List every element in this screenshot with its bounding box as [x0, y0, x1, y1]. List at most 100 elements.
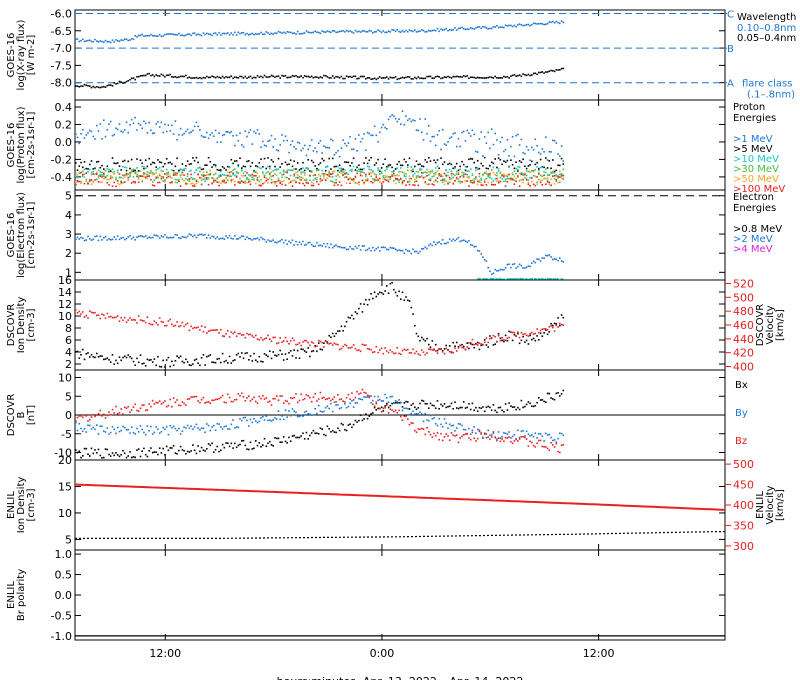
data-point	[462, 176, 465, 178]
data-point	[192, 177, 194, 180]
data-point	[485, 170, 488, 173]
data-point	[393, 76, 395, 79]
data-point	[473, 161, 475, 164]
ytick-label: 15	[58, 480, 72, 493]
data-point	[354, 29, 357, 32]
data-point	[286, 176, 288, 179]
data-point	[230, 130, 233, 133]
data-point	[396, 163, 399, 166]
data-point	[377, 351, 379, 354]
data-point	[92, 356, 95, 358]
data-point	[476, 410, 479, 412]
data-point	[87, 85, 89, 87]
data-point	[459, 27, 461, 29]
data-point	[422, 351, 425, 353]
data-point	[314, 408, 316, 410]
data-point	[485, 77, 488, 79]
data-point	[106, 167, 109, 170]
data-point	[380, 77, 383, 79]
data-point	[384, 176, 386, 179]
data-point	[541, 435, 544, 437]
ytick-label: 5	[65, 533, 72, 546]
data-point	[312, 182, 315, 185]
data-point	[482, 437, 484, 439]
data-point	[462, 239, 465, 241]
data-point	[183, 325, 185, 328]
data-point	[234, 427, 236, 429]
data-point	[316, 76, 318, 78]
data-point	[555, 392, 558, 395]
data-point	[445, 344, 447, 347]
data-point	[469, 76, 472, 79]
data-point	[452, 408, 454, 410]
data-point	[338, 348, 341, 351]
data-point	[227, 175, 229, 177]
data-point	[511, 74, 514, 77]
data-point	[550, 69, 552, 72]
data-point	[504, 161, 507, 163]
data-point	[496, 177, 498, 180]
data-point	[373, 249, 376, 252]
data-point	[421, 427, 423, 430]
data-point	[164, 173, 166, 175]
data-point	[99, 235, 102, 238]
data-point	[116, 315, 119, 317]
data-point	[476, 183, 479, 186]
data-point	[85, 431, 88, 433]
data-point	[504, 334, 507, 337]
data-point	[431, 183, 434, 185]
data-point	[489, 147, 491, 150]
data-point	[202, 136, 205, 138]
data-point	[307, 75, 309, 78]
data-point	[510, 266, 512, 269]
data-point	[417, 335, 420, 338]
data-point	[438, 408, 440, 410]
data-point	[302, 167, 304, 169]
ytick-label: 0.2	[55, 118, 73, 131]
data-point	[225, 169, 227, 171]
data-point	[235, 446, 238, 449]
data-point	[457, 180, 460, 183]
data-point	[209, 429, 212, 432]
data-point	[99, 317, 102, 320]
data-point	[447, 183, 449, 185]
data-point	[431, 404, 434, 407]
data-point	[92, 312, 95, 314]
data-point	[410, 404, 413, 406]
xtick-label: 12:00	[149, 647, 181, 660]
data-point	[195, 236, 198, 239]
data-point	[469, 168, 472, 170]
ytick-right-label: 520	[733, 277, 754, 290]
data-point	[382, 246, 385, 249]
data-point	[106, 84, 109, 87]
data-point	[538, 331, 540, 334]
data-point	[87, 424, 89, 426]
data-point	[214, 361, 217, 364]
data-point	[314, 245, 316, 247]
data-point	[213, 135, 215, 137]
data-point	[277, 75, 280, 77]
data-point	[539, 166, 542, 169]
data-point	[153, 431, 156, 434]
data-point	[277, 353, 280, 356]
data-point	[118, 173, 121, 175]
data-point	[359, 168, 362, 171]
data-point	[216, 329, 219, 331]
data-point	[164, 234, 166, 236]
data-point	[466, 241, 468, 243]
data-point	[352, 248, 355, 250]
data-point	[235, 426, 238, 428]
data-point	[496, 166, 498, 169]
data-point	[296, 243, 299, 246]
data-point	[103, 168, 105, 170]
data-point	[87, 420, 89, 422]
data-point	[366, 417, 369, 420]
data-point	[532, 405, 535, 408]
data-point	[419, 77, 421, 80]
data-point	[103, 358, 105, 361]
data-point	[302, 240, 304, 243]
data-point	[323, 74, 325, 77]
data-point	[331, 139, 334, 142]
data-point	[293, 75, 295, 78]
data-point	[471, 129, 474, 132]
